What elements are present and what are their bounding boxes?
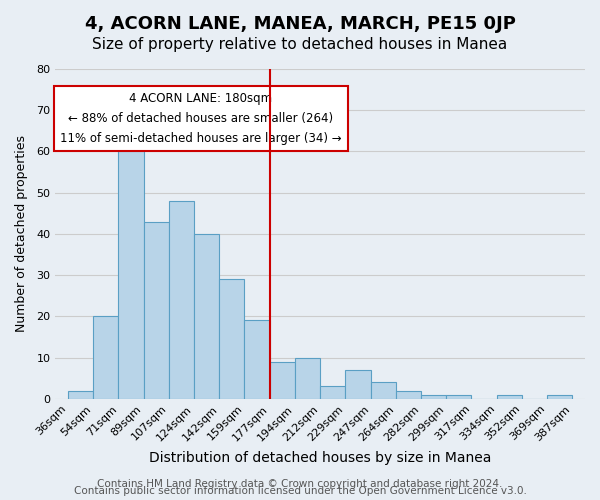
Bar — [295, 358, 320, 399]
Text: 4 ACORN LANE: 180sqm
← 88% of detached houses are smaller (264)
11% of semi-deta: 4 ACORN LANE: 180sqm ← 88% of detached h… — [60, 92, 342, 145]
Bar — [143, 222, 169, 399]
Bar — [421, 394, 446, 399]
Bar — [93, 316, 118, 399]
X-axis label: Distribution of detached houses by size in Manea: Distribution of detached houses by size … — [149, 451, 491, 465]
Bar — [118, 152, 143, 399]
Bar — [68, 390, 93, 399]
Bar — [346, 370, 371, 399]
Text: 4, ACORN LANE, MANEA, MARCH, PE15 0JP: 4, ACORN LANE, MANEA, MARCH, PE15 0JP — [85, 15, 515, 33]
Text: Contains public sector information licensed under the Open Government Licence v3: Contains public sector information licen… — [74, 486, 526, 496]
Bar — [547, 394, 572, 399]
Bar — [244, 320, 270, 399]
Bar — [396, 390, 421, 399]
Bar — [194, 234, 219, 399]
Bar — [270, 362, 295, 399]
Text: Size of property relative to detached houses in Manea: Size of property relative to detached ho… — [92, 38, 508, 52]
Text: Contains HM Land Registry data © Crown copyright and database right 2024.: Contains HM Land Registry data © Crown c… — [97, 479, 503, 489]
Bar — [497, 394, 522, 399]
Bar — [219, 280, 244, 399]
Bar — [320, 386, 346, 399]
Bar — [169, 201, 194, 399]
Y-axis label: Number of detached properties: Number of detached properties — [15, 136, 28, 332]
Bar — [446, 394, 472, 399]
Bar — [371, 382, 396, 399]
